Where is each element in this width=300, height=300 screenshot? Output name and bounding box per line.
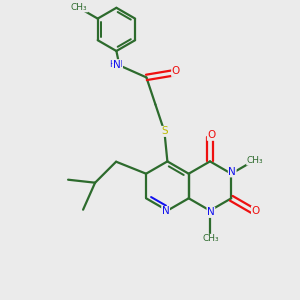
- Text: O: O: [207, 130, 216, 140]
- Text: H: H: [110, 60, 116, 69]
- Text: N: N: [113, 60, 121, 70]
- Text: CH₃: CH₃: [247, 156, 263, 165]
- Text: N: N: [228, 167, 236, 177]
- Text: O: O: [251, 206, 260, 216]
- Text: NH: NH: [109, 60, 122, 69]
- Text: N: N: [207, 207, 215, 218]
- Text: N: N: [162, 206, 170, 217]
- Text: CH₃: CH₃: [202, 234, 219, 243]
- Text: S: S: [161, 126, 168, 136]
- Text: CH₃: CH₃: [71, 3, 88, 12]
- Text: O: O: [172, 66, 180, 76]
